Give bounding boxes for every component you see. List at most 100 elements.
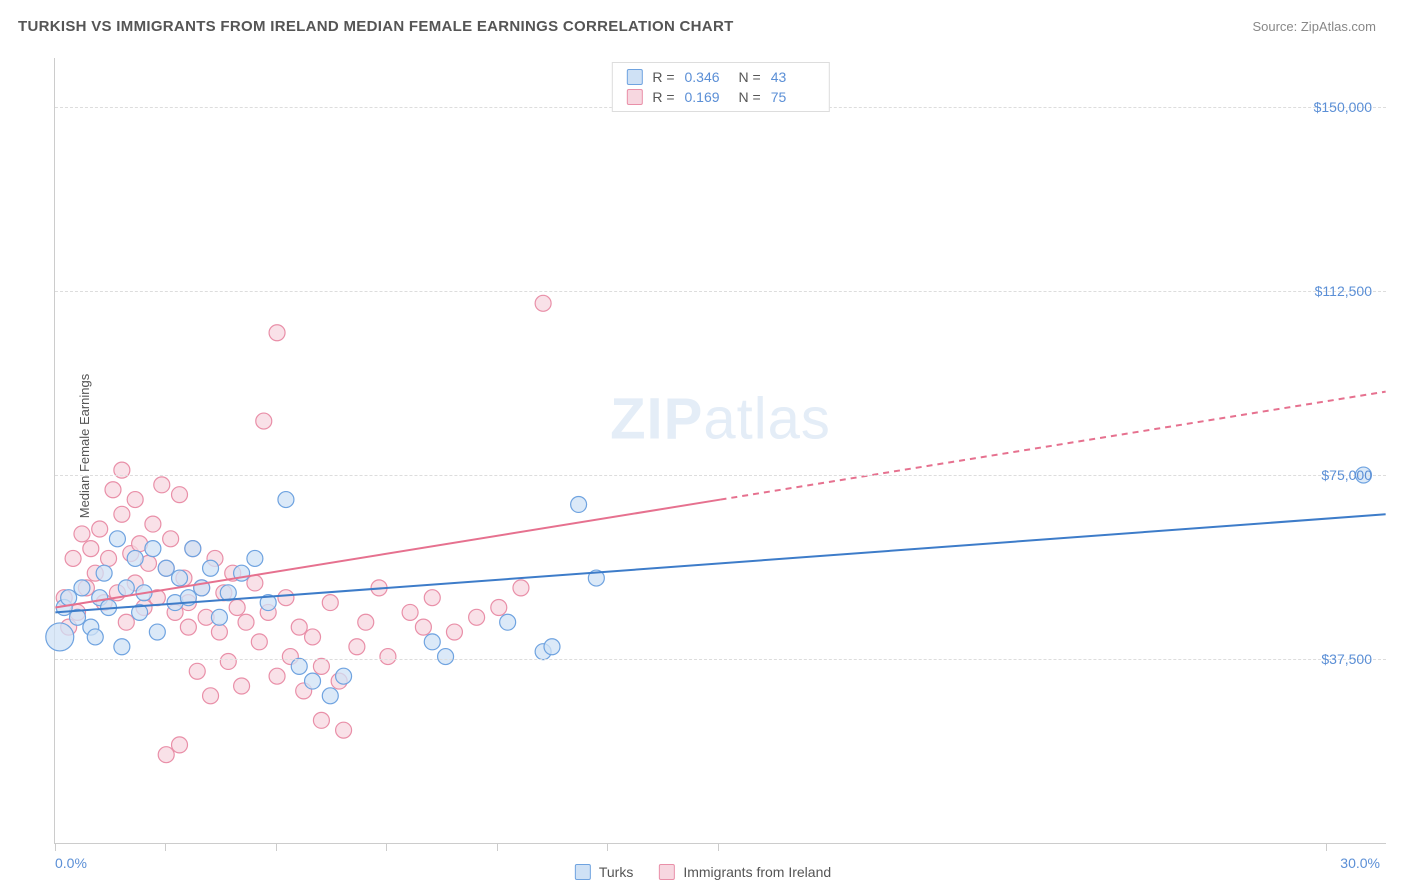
scatter-point xyxy=(211,624,227,640)
x-tick xyxy=(1326,843,1327,851)
scatter-point xyxy=(185,541,201,557)
scatter-point xyxy=(118,614,134,630)
scatter-point xyxy=(87,629,103,645)
x-tick xyxy=(497,843,498,851)
scatter-point xyxy=(127,550,143,566)
legend-series-label: Turks xyxy=(599,864,633,880)
x-axis-max-label: 30.0% xyxy=(1340,855,1380,871)
scatter-point xyxy=(291,658,307,674)
legend-series: Turks Immigrants from Ireland xyxy=(575,864,831,880)
scatter-point xyxy=(234,678,250,694)
scatter-point xyxy=(118,580,134,596)
scatter-point xyxy=(46,623,74,651)
scatter-point xyxy=(92,521,108,537)
legend-series-item: Immigrants from Ireland xyxy=(659,864,831,880)
legend-swatch xyxy=(659,864,675,880)
scatter-point xyxy=(322,688,338,704)
y-tick-label: $112,500 xyxy=(1315,283,1372,299)
scatter-point xyxy=(74,580,90,596)
scatter-point xyxy=(83,541,99,557)
legend-swatch xyxy=(626,89,642,105)
scatter-point xyxy=(358,614,374,630)
scatter-point xyxy=(203,560,219,576)
scatter-point xyxy=(114,506,130,522)
scatter-point xyxy=(158,560,174,576)
scatter-point xyxy=(446,624,462,640)
gridline xyxy=(55,659,1386,660)
scatter-point xyxy=(305,673,321,689)
legend-series-label: Immigrants from Ireland xyxy=(683,864,831,880)
scatter-point xyxy=(278,590,294,606)
scatter-svg xyxy=(55,58,1386,843)
scatter-point xyxy=(544,639,560,655)
scatter-point xyxy=(229,600,245,616)
scatter-point xyxy=(172,570,188,586)
scatter-point xyxy=(74,526,90,542)
scatter-point xyxy=(96,565,112,581)
scatter-point xyxy=(424,590,440,606)
scatter-point xyxy=(336,722,352,738)
legend-swatch xyxy=(626,69,642,85)
chart-header: TURKISH VS IMMIGRANTS FROM IRELAND MEDIA… xyxy=(0,0,1406,45)
scatter-point xyxy=(149,624,165,640)
x-tick xyxy=(607,843,608,851)
legend-stats-row: R =0.346N =43 xyxy=(612,67,828,87)
scatter-point xyxy=(251,634,267,650)
scatter-point xyxy=(158,747,174,763)
scatter-point xyxy=(145,541,161,557)
scatter-point xyxy=(571,496,587,512)
scatter-point xyxy=(491,600,507,616)
scatter-point xyxy=(154,477,170,493)
scatter-point xyxy=(513,580,529,596)
scatter-point xyxy=(109,531,125,547)
scatter-point xyxy=(402,604,418,620)
scatter-point xyxy=(145,516,161,532)
scatter-point xyxy=(500,614,516,630)
scatter-point xyxy=(336,668,352,684)
gridline xyxy=(55,291,1386,292)
scatter-point xyxy=(163,531,179,547)
scatter-point xyxy=(101,550,117,566)
regression-line-dashed xyxy=(721,392,1386,500)
scatter-point xyxy=(256,413,272,429)
scatter-point xyxy=(313,712,329,728)
scatter-point xyxy=(180,619,196,635)
scatter-point xyxy=(291,619,307,635)
scatter-point xyxy=(322,595,338,611)
x-tick xyxy=(386,843,387,851)
scatter-point xyxy=(61,590,77,606)
legend-stats-box: R =0.346N =43R =0.169N =75 xyxy=(611,62,829,112)
chart-source: Source: ZipAtlas.com xyxy=(1252,19,1376,34)
scatter-point xyxy=(424,634,440,650)
source-link[interactable]: ZipAtlas.com xyxy=(1301,19,1376,34)
scatter-point xyxy=(172,487,188,503)
scatter-point xyxy=(535,295,551,311)
scatter-point xyxy=(380,649,396,665)
scatter-point xyxy=(415,619,431,635)
legend-n-value: 43 xyxy=(771,69,815,85)
scatter-point xyxy=(247,550,263,566)
y-tick-label: $150,000 xyxy=(1314,99,1372,115)
scatter-point xyxy=(105,482,121,498)
scatter-point xyxy=(469,609,485,625)
scatter-point xyxy=(349,639,365,655)
chart-title: TURKISH VS IMMIGRANTS FROM IRELAND MEDIA… xyxy=(18,18,734,35)
scatter-point xyxy=(172,737,188,753)
scatter-point xyxy=(65,550,81,566)
scatter-point xyxy=(189,663,205,679)
legend-swatch xyxy=(575,864,591,880)
scatter-point xyxy=(269,668,285,684)
legend-series-item: Turks xyxy=(575,864,633,880)
scatter-point xyxy=(305,629,321,645)
legend-r-value: 0.169 xyxy=(685,89,729,105)
x-axis-min-label: 0.0% xyxy=(55,855,87,871)
chart-plot-area: ZIPatlas R =0.346N =43R =0.169N =75 0.0%… xyxy=(54,58,1386,844)
x-tick xyxy=(55,843,56,851)
scatter-point xyxy=(203,688,219,704)
scatter-point xyxy=(278,492,294,508)
gridline xyxy=(55,475,1386,476)
legend-r-value: 0.346 xyxy=(685,69,729,85)
scatter-point xyxy=(438,649,454,665)
scatter-point xyxy=(114,639,130,655)
y-tick-label: $75,000 xyxy=(1321,467,1372,483)
